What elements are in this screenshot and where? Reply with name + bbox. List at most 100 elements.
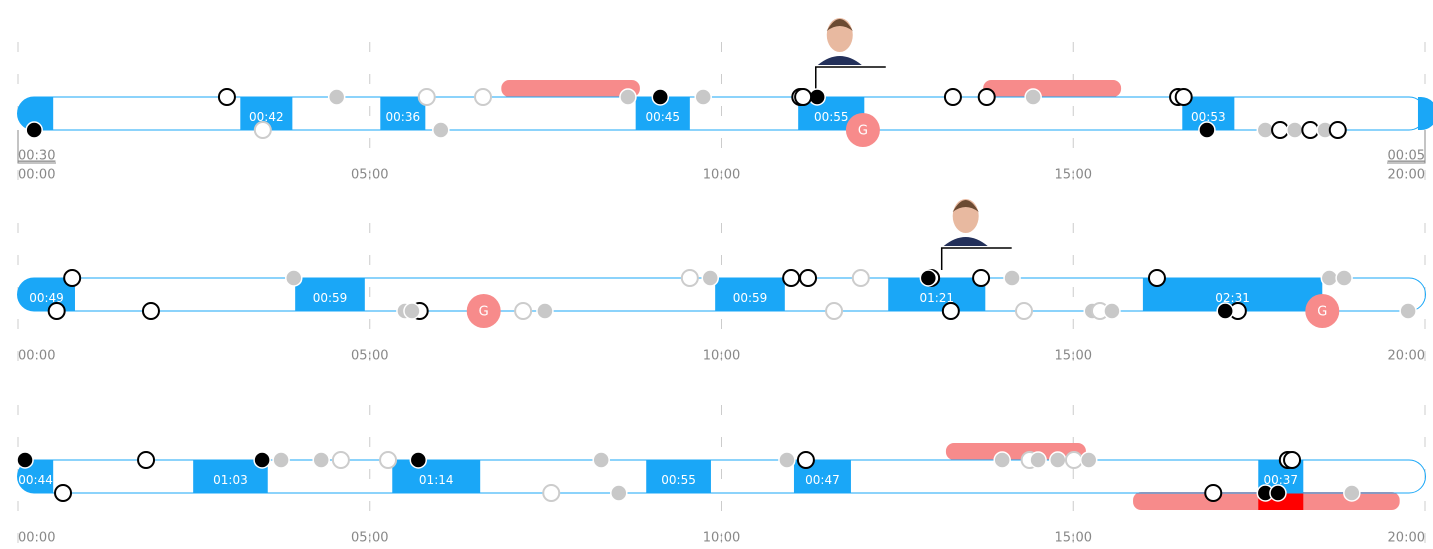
event-open — [851, 269, 870, 287]
event-gray — [1049, 451, 1067, 469]
event-gray — [701, 269, 719, 287]
shift-label: 00:45 — [645, 110, 680, 124]
event-open — [1301, 121, 1320, 139]
shift-label: 00:37 — [1263, 473, 1298, 487]
event-open — [1015, 302, 1034, 320]
event-open — [474, 88, 493, 106]
event-gray — [1079, 451, 1098, 469]
event-filled — [253, 451, 271, 469]
shift — [888, 278, 986, 311]
event-open — [1147, 269, 1166, 287]
penalty — [983, 80, 1122, 97]
penalty — [501, 80, 640, 97]
shift-label: 00:42 — [249, 110, 284, 124]
event-gray — [993, 451, 1011, 469]
event-open — [1328, 121, 1347, 139]
event-open — [794, 88, 813, 106]
event-gray — [592, 451, 610, 469]
event-open — [825, 302, 844, 320]
event-gray — [536, 302, 554, 320]
shift-label: 00:59 — [733, 291, 768, 305]
shift — [635, 97, 690, 130]
event-gray — [694, 88, 712, 106]
event-open — [799, 269, 818, 287]
photo-hair — [952, 200, 979, 212]
shift — [1417, 97, 1433, 130]
event-gray — [327, 88, 346, 106]
shift-label: 00:55 — [814, 110, 849, 124]
event-filled — [651, 88, 670, 106]
event-open — [972, 269, 991, 287]
event-gray — [1256, 121, 1275, 139]
event-open — [680, 269, 699, 287]
event-gray — [1343, 484, 1361, 502]
x-tick-label: 10:00 — [703, 531, 740, 546]
shift-label: 01:03 — [213, 473, 248, 487]
photo-body — [943, 237, 988, 246]
photo-line — [815, 66, 886, 89]
event-gray — [1335, 269, 1353, 287]
goal — [1305, 294, 1340, 328]
shift — [392, 460, 481, 493]
x-tick-label: 10:00 — [703, 168, 740, 183]
event-filled — [1198, 121, 1216, 139]
shift-label: 00:59 — [313, 291, 348, 305]
goal — [466, 294, 501, 328]
event-open — [941, 302, 960, 320]
shift-label: 00:53 — [1191, 110, 1226, 124]
event-filled — [409, 451, 428, 469]
period-timeline: 00:00 05:00 10:00 15:00 20:00 00:49 00:59 00:59… — [17, 188, 1426, 366]
event-open — [379, 451, 398, 469]
shift — [646, 460, 711, 493]
event-open — [253, 121, 272, 139]
event-open — [417, 88, 436, 106]
shift-label: 01:21 — [919, 291, 954, 305]
event-gray — [1399, 302, 1417, 320]
x-tick-label: 05:00 — [351, 168, 388, 183]
x-tick-label: 00:00 — [18, 349, 55, 364]
x-tick-label: 20:00 — [1388, 349, 1425, 364]
event-gray — [1286, 121, 1304, 139]
event-gray — [619, 88, 637, 106]
event-gray — [1029, 451, 1047, 469]
x-tick-label: 20:00 — [1388, 168, 1425, 183]
event-gray — [1103, 302, 1121, 320]
event-gray — [272, 451, 290, 469]
event-open — [782, 269, 801, 287]
shift-label: 01:14 — [419, 473, 454, 487]
event-filled — [1216, 302, 1234, 320]
event-gray — [778, 451, 796, 469]
event-open — [1064, 451, 1083, 469]
bracket — [17, 130, 56, 164]
shift — [715, 278, 785, 311]
event-open — [542, 484, 561, 502]
player-photo — [815, 7, 886, 89]
shift — [380, 97, 426, 130]
period-timeline: 00:00 05:00 10:00 15:00 20:00 00:42 00:36 00:45… — [17, 7, 1433, 185]
event-open — [331, 451, 350, 469]
shift — [17, 97, 54, 130]
event-open — [47, 302, 66, 320]
event-filled — [25, 121, 43, 139]
shift-label: 00:47 — [805, 473, 840, 487]
goal-label: G — [1317, 305, 1327, 320]
event-open — [1204, 484, 1223, 502]
event-open — [796, 451, 815, 469]
x-tick-label: 05:00 — [351, 531, 388, 546]
x-tick-label: 00:00 — [18, 168, 55, 183]
shift-label: 00:36 — [386, 110, 421, 124]
event-open — [514, 302, 533, 320]
photo-line — [940, 247, 1012, 270]
event-open — [1174, 88, 1193, 106]
event-open — [977, 88, 996, 106]
goal — [845, 113, 880, 147]
event-gray — [610, 484, 628, 502]
event-gray — [403, 302, 421, 320]
event-open — [943, 88, 962, 106]
event-open — [137, 451, 156, 469]
event-gray — [285, 269, 303, 287]
bracket — [1387, 130, 1426, 164]
photo-hair — [826, 19, 853, 31]
event-filled — [919, 269, 938, 287]
